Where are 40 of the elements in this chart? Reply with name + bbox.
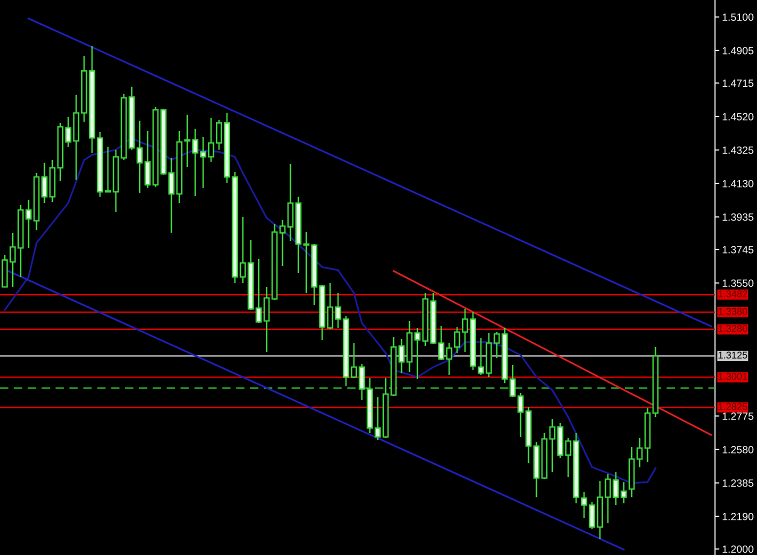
y-tick-label: 1.2000 [722, 545, 754, 553]
candlestick [279, 219, 286, 267]
y-tick-label: 1.4520 [722, 113, 754, 120]
candlestick [25, 199, 32, 249]
candlestick [462, 308, 468, 353]
candlestick [454, 326, 460, 354]
candlestick [216, 119, 222, 151]
y-tick-label: 1.2580 [722, 446, 754, 454]
y-tick-label: 1.4715 [722, 80, 754, 87]
candlestick [414, 327, 420, 380]
candlestick [168, 157, 174, 234]
ref-line-label: 1.3001 [718, 372, 748, 380]
ref-line-label: 1.3380 [718, 308, 748, 315]
y-tick-label: 1.3745 [722, 246, 754, 254]
candlestick [144, 130, 151, 189]
candlestick [104, 146, 111, 193]
y-tick-label: 1.3935 [722, 213, 754, 221]
ref-line-label: 1.3125 [718, 352, 748, 359]
candlestick [518, 392, 524, 438]
candlestick [580, 491, 588, 519]
ref-line-label: 1.2825 [718, 403, 748, 410]
candlestick [208, 117, 214, 163]
ref-line-label: 1.3482 [718, 290, 748, 298]
line-series [4, 137, 656, 484]
candlestick [350, 342, 358, 379]
candlestick [41, 162, 48, 204]
candlestick [478, 337, 484, 376]
y-tick-label: 1.3550 [722, 279, 754, 287]
y-tick-label: 1.2775 [722, 412, 754, 420]
ref-line-label: 1.3280 [718, 325, 748, 332]
y-tick-label: 1.4130 [722, 180, 754, 188]
y-tick-label: 1.2190 [722, 512, 754, 520]
candlestick [334, 292, 342, 329]
y-tick-label: 1.4325 [722, 146, 754, 154]
candlestick [588, 501, 596, 530]
y-tick-label: 1.5100 [722, 13, 754, 21]
candlestick [398, 338, 405, 374]
y-tick-label: 1.4905 [722, 46, 754, 54]
y-tick-label: 1.2385 [722, 479, 754, 487]
candlestick [287, 163, 294, 242]
